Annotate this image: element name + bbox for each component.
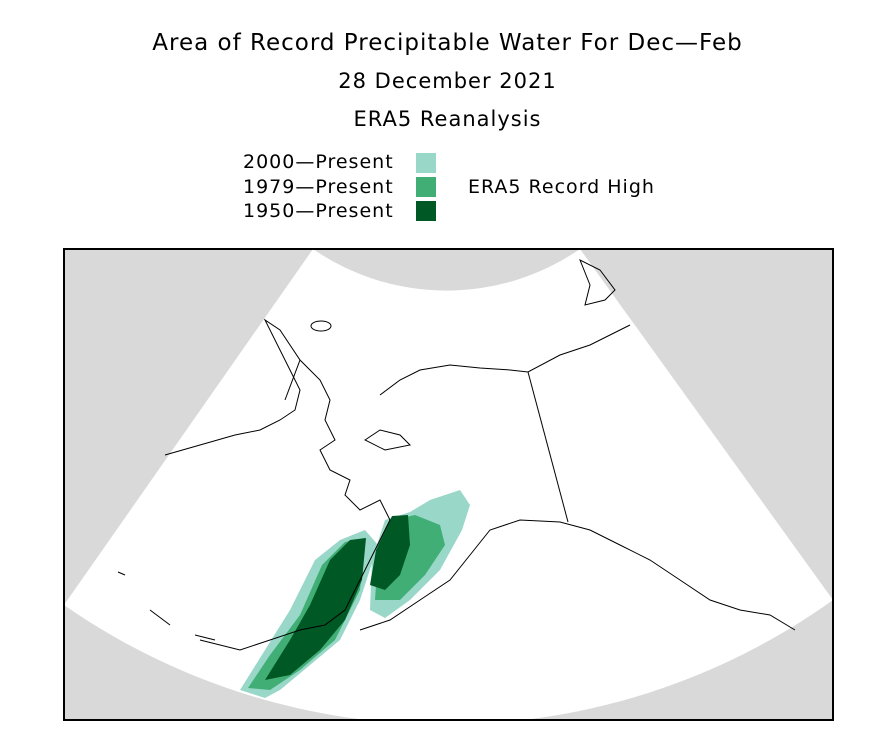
island	[310, 320, 332, 332]
alaska-north-coast	[379, 324, 631, 396]
aleutian-islands	[117, 571, 216, 641]
alaska-south-coast	[359, 519, 796, 631]
coastlines	[117, 258, 796, 651]
map-title: Area of Record Precipitable Water For De…	[152, 30, 743, 56]
projection-domain	[64, 249, 833, 725]
legend-swatch-2000	[416, 153, 436, 173]
legend-label-1950: 1950—Present	[243, 200, 394, 222]
map-frame	[63, 248, 834, 721]
legend-swatch-1950	[416, 201, 436, 221]
map-date: 28 December 2021	[338, 69, 557, 93]
precip-record-areas	[240, 490, 470, 698]
us-canada-border	[527, 371, 569, 523]
island	[364, 429, 412, 451]
map-source: ERA5 Reanalysis	[353, 107, 542, 131]
legend-label-1979: 1979—Present	[243, 176, 394, 198]
legend-swatch-1979	[416, 177, 436, 197]
area-1950-present	[265, 538, 366, 680]
island	[579, 258, 616, 306]
legend-label-2000: 2000—Present	[243, 151, 394, 173]
area-1950-present	[370, 515, 410, 590]
legend-caption: ERA5 Record High	[468, 176, 655, 198]
alaska-west-coast	[164, 318, 391, 651]
seward-peninsula	[284, 359, 301, 401]
